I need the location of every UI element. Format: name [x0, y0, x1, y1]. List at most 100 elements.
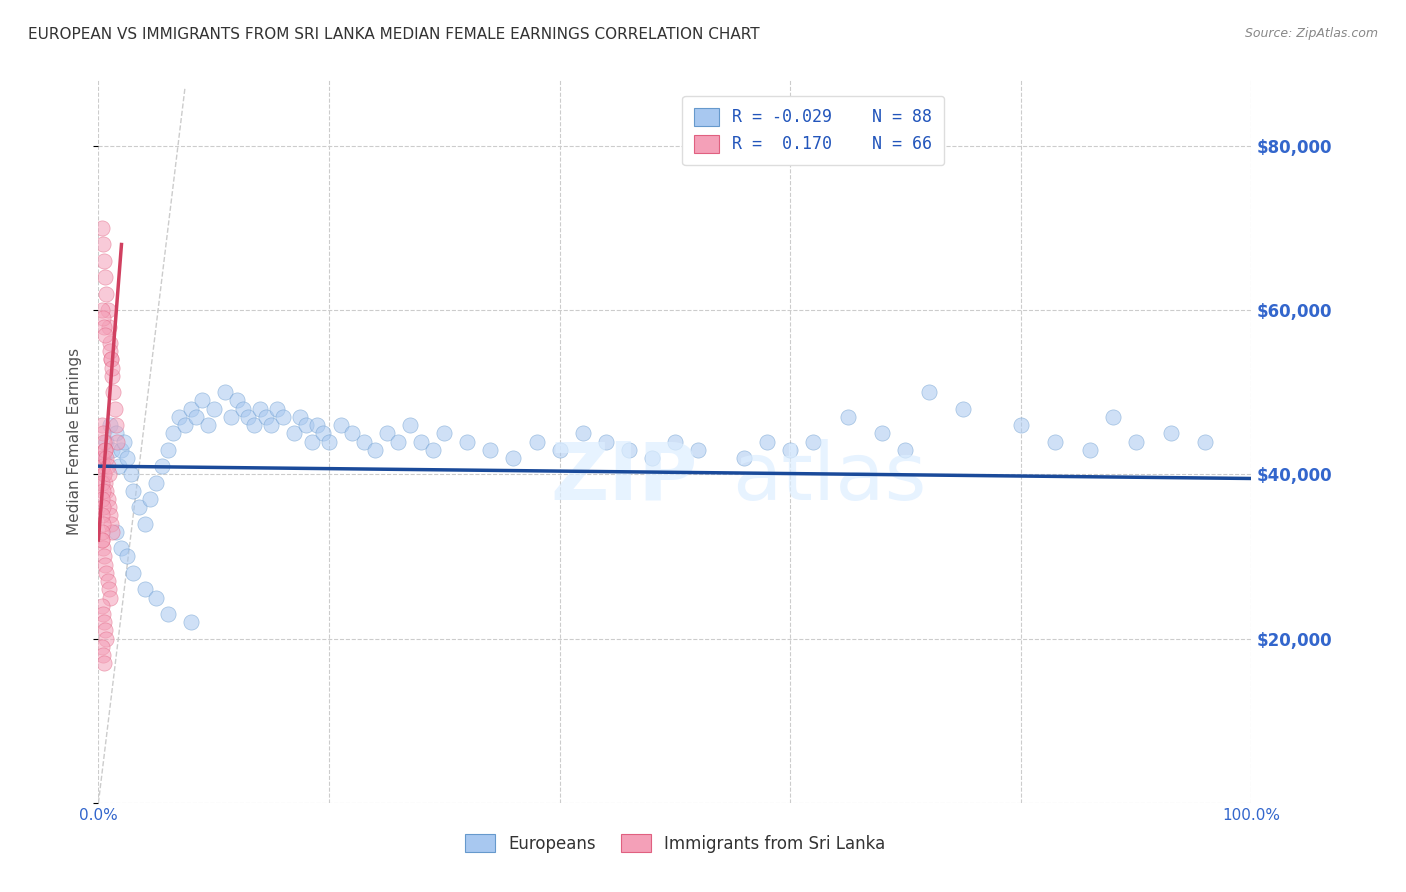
Point — [90, 418, 112, 433]
Text: ZIP: ZIP — [551, 439, 697, 516]
Point — [301, 434, 323, 449]
Point — [122, 483, 145, 498]
Legend: Europeans, Immigrants from Sri Lanka: Europeans, Immigrants from Sri Lanka — [458, 828, 891, 860]
Point — [97, 303, 120, 318]
Point — [456, 434, 478, 449]
Point — [353, 434, 375, 449]
Point — [97, 491, 120, 506]
Point — [398, 418, 420, 433]
Point — [145, 591, 167, 605]
Point — [93, 467, 115, 482]
Point — [249, 401, 271, 416]
Point — [94, 442, 117, 457]
Point — [145, 475, 167, 490]
Point — [952, 401, 974, 416]
Point — [90, 533, 112, 547]
Point — [1194, 434, 1216, 449]
Point — [260, 418, 283, 433]
Point — [238, 409, 260, 424]
Point — [1078, 442, 1101, 457]
Point — [375, 426, 398, 441]
Point — [103, 401, 125, 416]
Point — [254, 409, 277, 424]
Point — [548, 442, 571, 457]
Point — [1125, 434, 1147, 449]
Point — [91, 516, 114, 531]
Point — [98, 591, 121, 605]
Point — [231, 401, 254, 416]
Text: atlas: atlas — [733, 439, 927, 516]
Point — [91, 483, 114, 498]
Point — [894, 442, 917, 457]
Point — [101, 368, 124, 383]
Point — [97, 467, 120, 482]
Point — [96, 286, 118, 301]
Point — [1102, 409, 1125, 424]
Point — [214, 385, 236, 400]
Point — [156, 607, 179, 621]
Point — [167, 409, 190, 424]
Point — [93, 319, 115, 334]
Point — [266, 401, 288, 416]
Point — [100, 352, 122, 367]
Point — [90, 450, 112, 465]
Point — [433, 426, 456, 441]
Point — [122, 566, 145, 580]
Point — [641, 450, 664, 465]
Point — [104, 418, 127, 433]
Point — [837, 409, 859, 424]
Point — [91, 500, 114, 515]
Point — [364, 442, 387, 457]
Y-axis label: Median Female Earnings: Median Female Earnings — [67, 348, 83, 535]
Point — [219, 409, 242, 424]
Point — [1045, 434, 1067, 449]
Point — [1160, 426, 1182, 441]
Point — [134, 582, 156, 597]
Point — [108, 459, 131, 474]
Point — [93, 434, 115, 449]
Point — [98, 344, 121, 359]
Point — [329, 418, 352, 433]
Point — [117, 549, 139, 564]
Point — [502, 450, 524, 465]
Point — [91, 607, 114, 621]
Point — [422, 442, 444, 457]
Point — [98, 336, 121, 351]
Point — [779, 442, 801, 457]
Point — [91, 541, 114, 556]
Point — [97, 500, 120, 515]
Point — [387, 434, 409, 449]
Point — [180, 401, 202, 416]
Point — [93, 615, 115, 630]
Point — [139, 491, 162, 506]
Point — [90, 640, 112, 654]
Point — [801, 434, 824, 449]
Point — [93, 657, 115, 671]
Point — [664, 434, 686, 449]
Point — [872, 426, 894, 441]
Point — [90, 491, 112, 506]
Point — [91, 426, 114, 441]
Point — [243, 418, 266, 433]
Point — [117, 450, 139, 465]
Point — [96, 483, 118, 498]
Point — [90, 533, 112, 547]
Point — [90, 221, 112, 235]
Point — [411, 434, 433, 449]
Point — [150, 459, 173, 474]
Point — [97, 574, 120, 588]
Point — [96, 632, 118, 646]
Point — [97, 459, 120, 474]
Point — [283, 426, 305, 441]
Point — [90, 508, 112, 523]
Point — [733, 450, 755, 465]
Point — [104, 426, 127, 441]
Point — [101, 360, 124, 375]
Point — [90, 524, 112, 539]
Point — [90, 450, 112, 465]
Point — [290, 409, 312, 424]
Point — [100, 516, 122, 531]
Point — [312, 426, 335, 441]
Point — [90, 303, 112, 318]
Point — [90, 599, 112, 613]
